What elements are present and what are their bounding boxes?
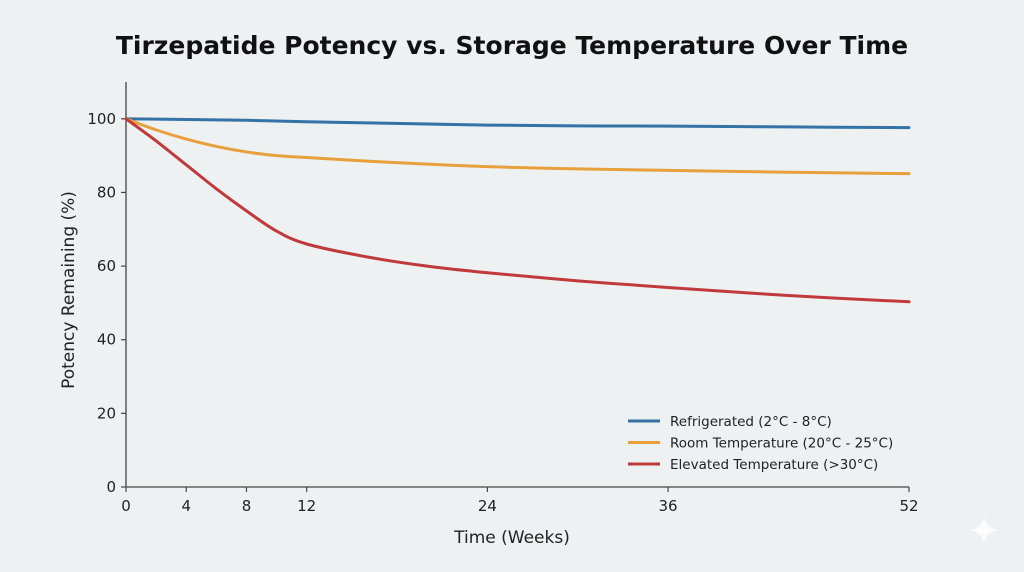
y-tick-label: 20	[97, 404, 116, 422]
y-tick-label: 0	[106, 478, 116, 496]
series-line-0	[124, 117, 911, 130]
series-line-2	[124, 117, 911, 304]
y-tick-label: 40	[97, 331, 116, 349]
legend-label-0: Refrigerated (2°C - 8°C)	[670, 414, 832, 430]
x-tick-label: 24	[478, 497, 497, 515]
x-tick-label: 0	[121, 497, 131, 515]
y-tick-label: 60	[97, 257, 116, 275]
x-tick-label: 8	[242, 497, 252, 515]
legend-label-2: Elevated Temperature (>30°C)	[670, 457, 878, 473]
x-tick-label: 52	[899, 497, 918, 515]
x-tick-label: 36	[659, 497, 678, 515]
x-tick-label: 12	[297, 497, 316, 515]
x-tick-label: 4	[181, 497, 191, 515]
chart-title: Tirzepatide Potency vs. Storage Temperat…	[116, 31, 908, 60]
x-axis-label: Time (Weeks)	[453, 528, 570, 548]
series-line-1	[124, 117, 911, 176]
y-tick-label: 80	[97, 183, 116, 201]
y-tick-label: 100	[87, 110, 116, 128]
legend-label-1: Room Temperature (20°C - 25°C)	[670, 436, 893, 452]
sparkle-icon	[970, 516, 998, 544]
y-axis-label: Potency Remaining (%)	[59, 191, 79, 389]
